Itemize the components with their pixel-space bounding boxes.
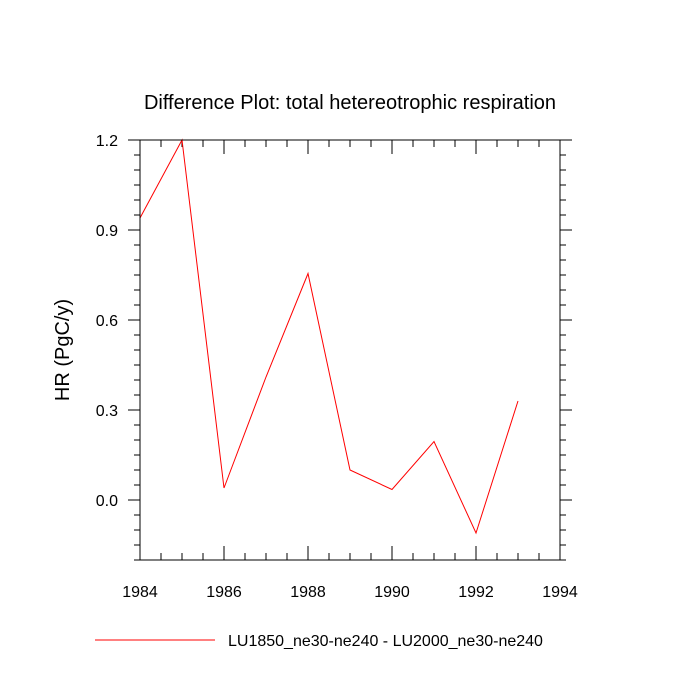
tick-labels: 1984 1986 1988 1990 1992 1994 0.0 0.3 0.6 0.9 1.2 (96, 133, 578, 601)
chart-title: Difference Plot: total hetereotrophic re… (144, 92, 556, 114)
y-tick-label: 1.2 (96, 133, 118, 150)
x-tick-label: 1984 (122, 584, 158, 601)
x-tick-label: 1990 (374, 584, 410, 601)
legend-label: LU1850_ne30-ne240 - LU2000_ne30-ne240 (228, 633, 543, 650)
y-tick-label: 0.0 (96, 493, 118, 510)
y-tick-label: 0.6 (96, 313, 118, 330)
x-tick-label: 1988 (290, 584, 326, 601)
series-line (139, 138, 519, 535)
series-layer (139, 138, 519, 535)
plot-frame (139, 139, 561, 561)
x-tick-label: 1994 (542, 584, 578, 601)
legend: LU1850_ne30-ne240 - LU2000_ne30-ne240 (95, 633, 543, 650)
y-axis-label: HR (PgC/y) (52, 299, 74, 401)
y-tick-label: 0.9 (96, 223, 118, 240)
axis-ticks (128, 139, 572, 561)
x-tick-label: 1992 (458, 584, 494, 601)
y-tick-label: 0.3 (96, 403, 118, 420)
x-tick-label: 1986 (206, 584, 242, 601)
